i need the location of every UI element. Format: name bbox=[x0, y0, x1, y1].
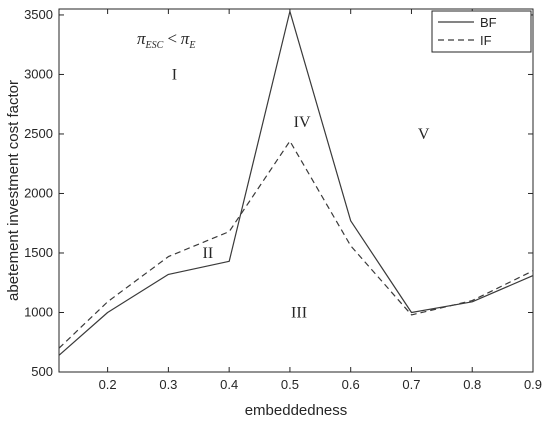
annotation-pi-1: π bbox=[137, 29, 146, 48]
region-label-iii: III bbox=[291, 304, 307, 321]
legend-box bbox=[431, 10, 532, 53]
y-axis-label: abetement investment cost factor bbox=[5, 80, 22, 301]
y-tick-label: 1500 bbox=[24, 245, 53, 260]
legend-label-bf: BF bbox=[480, 15, 497, 30]
x-tick-label: 0.3 bbox=[159, 377, 177, 392]
plot-area bbox=[58, 8, 534, 373]
x-tick-label: 0.8 bbox=[463, 377, 481, 392]
annotation-subscript-esc: ESC bbox=[145, 40, 164, 51]
x-tick-label: 0.6 bbox=[342, 377, 360, 392]
annotation-pi-2: π bbox=[181, 29, 190, 48]
region-label-v: V bbox=[418, 126, 430, 143]
y-tick-label: 2500 bbox=[24, 126, 53, 141]
legend-label-if: IF bbox=[480, 33, 492, 48]
region-label-iv: IV bbox=[294, 114, 311, 131]
annotation-subscript-e: E bbox=[188, 40, 195, 51]
x-tick-label: 0.4 bbox=[220, 377, 238, 392]
y-tick-label: 3000 bbox=[24, 66, 53, 81]
y-axis-ticks: 500 1000 1500 2000 2500 3000 3500 bbox=[24, 7, 533, 379]
x-tick-label: 0.2 bbox=[99, 377, 117, 392]
x-tick-label: 0.9 bbox=[524, 377, 542, 392]
y-tick-label: 500 bbox=[31, 364, 53, 379]
series-lines bbox=[58, 10, 534, 356]
series-line-if bbox=[58, 140, 534, 349]
legend: BF IF bbox=[431, 10, 532, 53]
y-tick-label: 1000 bbox=[24, 304, 53, 319]
x-tick-label: 0.7 bbox=[402, 377, 420, 392]
condition-annotation: πESC < πE bbox=[137, 29, 195, 51]
x-axis-label: embeddedness bbox=[245, 402, 348, 419]
region-label-i: I bbox=[172, 66, 177, 83]
y-tick-label: 3500 bbox=[24, 7, 53, 22]
annotation-less-than: < bbox=[166, 29, 177, 48]
x-tick-label: 0.5 bbox=[281, 377, 299, 392]
x-axis-ticks: 0.2 0.3 0.4 0.5 0.6 0.7 0.8 0.9 bbox=[99, 9, 542, 392]
y-tick-label: 2000 bbox=[24, 185, 53, 200]
svg-text:πESC<πE: πESC < πE bbox=[137, 29, 195, 51]
region-label-ii: II bbox=[203, 245, 214, 262]
